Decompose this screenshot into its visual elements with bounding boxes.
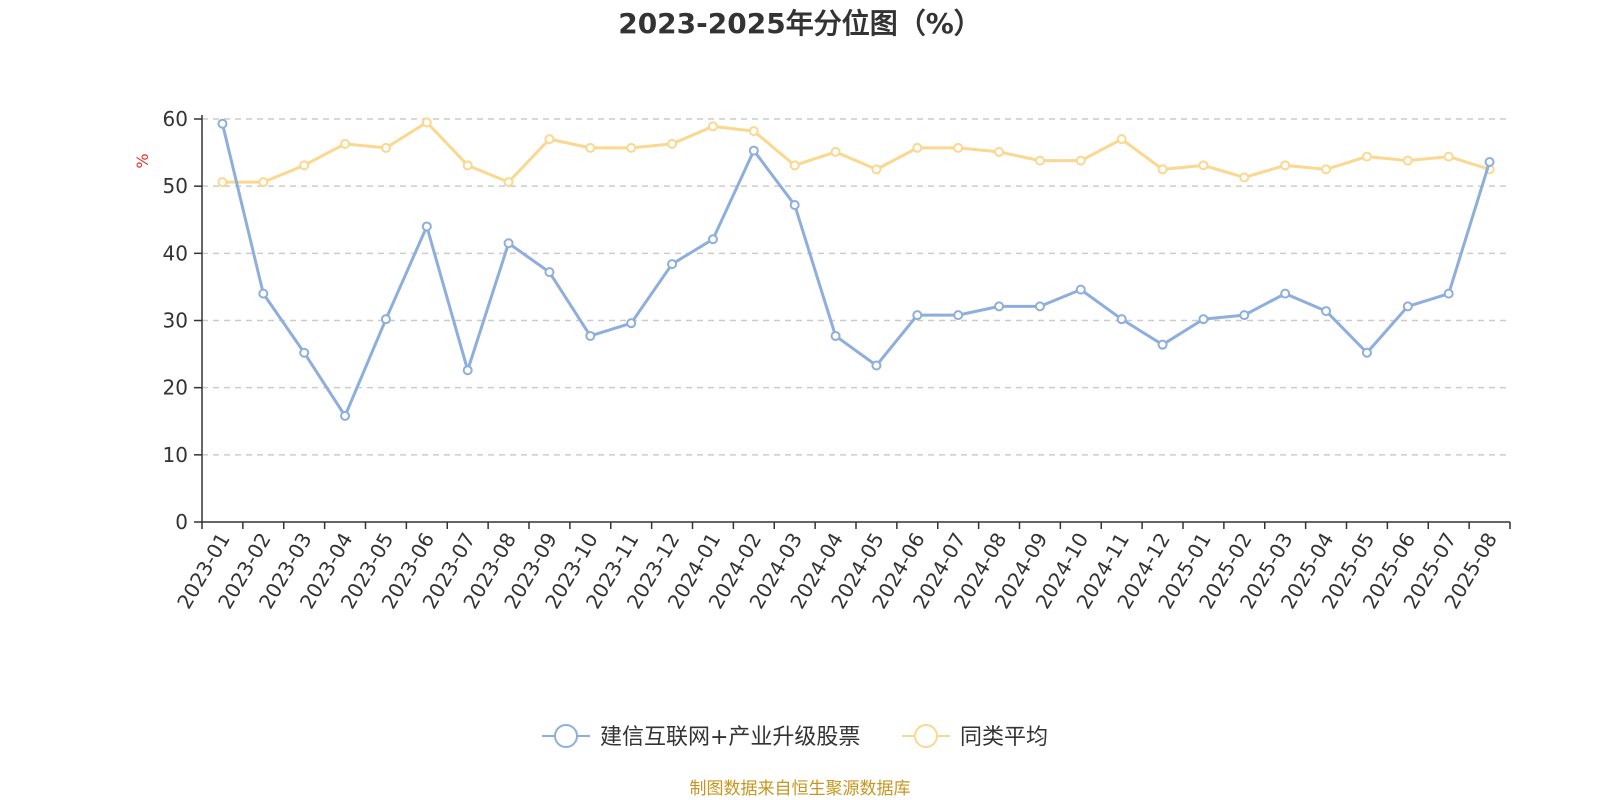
data-point[interactable]: [912, 310, 923, 321]
data-point[interactable]: [421, 221, 432, 232]
data-point[interactable]: [912, 142, 923, 153]
data-point[interactable]: [789, 160, 800, 171]
data-point[interactable]: [462, 160, 473, 171]
data-point[interactable]: [503, 177, 514, 188]
data-point[interactable]: [871, 360, 882, 371]
legend-label: 建信互联网+产业升级股票: [600, 725, 860, 750]
data-point[interactable]: [667, 259, 678, 270]
y-axis-label: %: [133, 153, 152, 168]
legend-circle-marker: [914, 724, 938, 748]
data-point[interactable]: [1280, 160, 1291, 171]
y-tick-label: 10: [163, 443, 188, 467]
y-tick-label: 40: [163, 241, 188, 265]
data-point[interactable]: [544, 134, 555, 145]
data-point[interactable]: [503, 238, 514, 249]
data-point[interactable]: [380, 314, 391, 325]
data-point[interactable]: [789, 199, 800, 210]
series-0: [217, 118, 1495, 421]
y-tick-label: 20: [163, 376, 188, 400]
series-lines: [217, 117, 1495, 421]
data-point[interactable]: [258, 288, 269, 299]
data-point[interactable]: [1075, 155, 1086, 166]
data-point[interactable]: [994, 146, 1005, 157]
data-point[interactable]: [1075, 284, 1086, 295]
y-tick-label: 0: [175, 510, 188, 534]
data-point[interactable]: [217, 177, 228, 188]
data-point[interactable]: [585, 330, 596, 341]
data-point[interactable]: [1116, 134, 1127, 145]
chart-title: 2023-2025年分位图（%）: [618, 7, 982, 40]
y-tick-label: 50: [163, 174, 188, 198]
data-point[interactable]: [1239, 172, 1250, 183]
data-point[interactable]: [340, 138, 351, 149]
data-source-note: 制图数据来自恒生聚源数据库: [689, 779, 911, 799]
data-point[interactable]: [707, 234, 718, 245]
data-point[interactable]: [1484, 156, 1495, 167]
data-point[interactable]: [1034, 301, 1045, 312]
data-point[interactable]: [830, 330, 841, 341]
data-point[interactable]: [340, 410, 351, 421]
data-point[interactable]: [462, 365, 473, 376]
y-tick-label: 60: [163, 107, 188, 131]
series-line: [222, 120, 1491, 184]
data-point[interactable]: [1321, 164, 1332, 175]
data-point[interactable]: [748, 126, 759, 137]
data-point[interactable]: [1321, 306, 1332, 317]
data-point[interactable]: [830, 146, 841, 157]
data-point[interactable]: [380, 142, 391, 153]
data-point[interactable]: [626, 318, 637, 329]
legend-item-0[interactable]: 建信互联网+产业升级股票: [542, 724, 860, 750]
data-point[interactable]: [1402, 155, 1413, 166]
data-point[interactable]: [544, 267, 555, 278]
data-point[interactable]: [1157, 164, 1168, 175]
data-point[interactable]: [585, 142, 596, 153]
data-point[interactable]: [871, 164, 882, 175]
data-point[interactable]: [1198, 160, 1209, 171]
data-point[interactable]: [707, 121, 718, 132]
data-point[interactable]: [1116, 314, 1127, 325]
data-point[interactable]: [258, 177, 269, 188]
data-point[interactable]: [667, 138, 678, 149]
data-point[interactable]: [748, 145, 759, 156]
data-point[interactable]: [1443, 288, 1454, 299]
axes: 0102030405060%2023-012023-022023-032023-…: [133, 107, 1511, 613]
data-point[interactable]: [1157, 339, 1168, 350]
data-point[interactable]: [1402, 301, 1413, 312]
legend-label: 同类平均: [960, 725, 1048, 750]
data-point[interactable]: [1280, 288, 1291, 299]
data-point[interactable]: [1361, 151, 1372, 162]
data-point[interactable]: [1443, 151, 1454, 162]
data-point[interactable]: [1034, 155, 1045, 166]
data-point[interactable]: [953, 310, 964, 321]
legend[interactable]: 建信互联网+产业升级股票 同类平均: [542, 724, 1048, 750]
data-point[interactable]: [953, 142, 964, 153]
legend-item-1[interactable]: 同类平均: [902, 724, 1048, 750]
data-point[interactable]: [299, 347, 310, 358]
y-tick-label: 30: [163, 309, 188, 333]
data-point[interactable]: [299, 160, 310, 171]
series-line: [220, 123, 1491, 418]
data-point[interactable]: [1361, 347, 1372, 358]
data-point[interactable]: [217, 118, 228, 129]
grid-lines: [202, 118, 1510, 456]
data-point[interactable]: [421, 117, 432, 128]
series-1: [217, 117, 1495, 188]
legend-circle-marker: [554, 724, 578, 748]
data-point[interactable]: [626, 142, 637, 153]
data-point[interactable]: [994, 301, 1005, 312]
data-point[interactable]: [1198, 314, 1209, 325]
data-point[interactable]: [1239, 310, 1250, 321]
